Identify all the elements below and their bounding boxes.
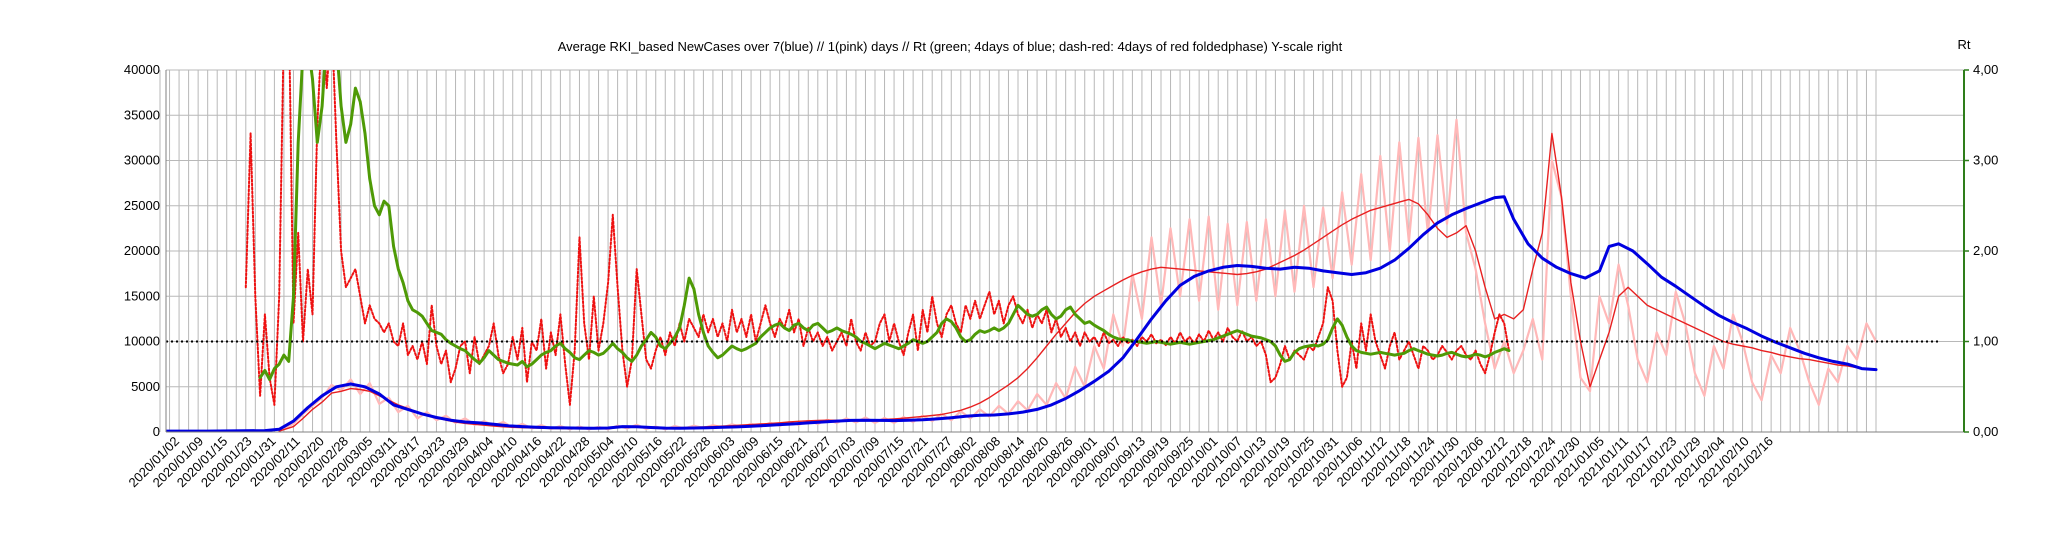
y-tick-label: 35000 [124,107,160,122]
y-tick-label: 0 [153,424,160,439]
y-right-tick-label: 3,00 [1973,153,1998,168]
y-tick-label: 10000 [124,334,160,349]
series-line-blue [166,195,1878,432]
series-line-green [258,70,1511,381]
y-tick-label: 30000 [124,153,160,168]
y-tick-label: 40000 [124,62,160,77]
series-line-red_dashed [244,70,1510,406]
grid [159,69,1964,433]
y-right-tick-label: 2,00 [1973,243,1998,258]
series-group [166,70,1940,432]
series-line-pink [278,118,1878,432]
y-right-tick-label: 1,00 [1973,334,1998,349]
y-tick-label: 20000 [124,243,160,258]
y-tick-label: 15000 [124,288,160,303]
chart-title: Average RKI_based NewCases over 7(blue) … [558,39,1343,54]
y-right-tick-label: 4,00 [1973,62,1998,77]
y-tick-label: 5000 [131,379,160,394]
y-tick-label: 25000 [124,198,160,213]
right-axis-label: Rt [1958,37,1971,52]
axes: 0 5000 10000 15000 20000 25000 30000 35000 40000… [124,62,1998,490]
y-right-tick-label: 0,00 [1973,424,1998,439]
